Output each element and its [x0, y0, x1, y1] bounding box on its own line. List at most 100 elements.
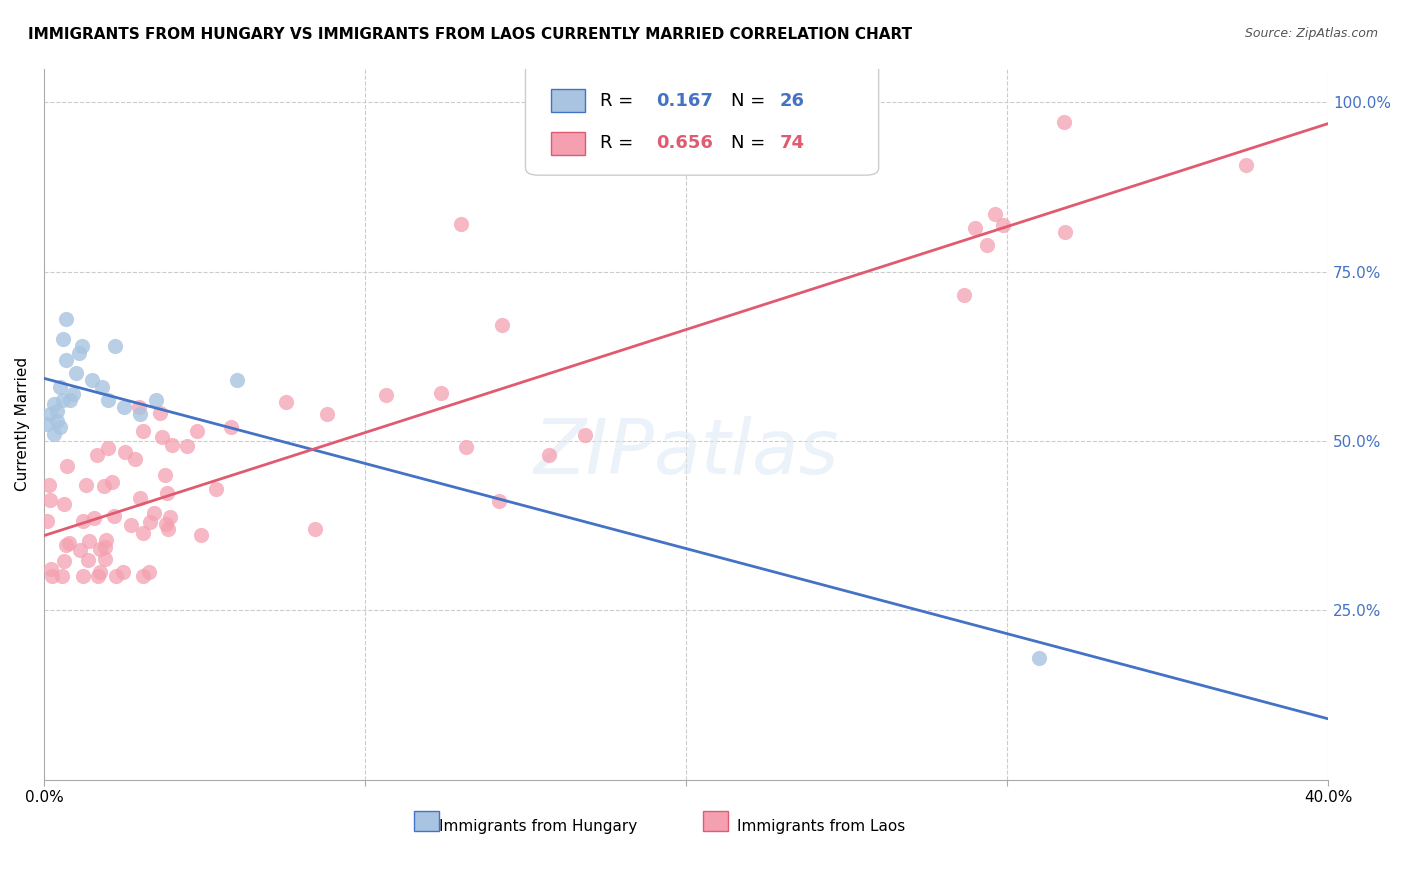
Bar: [551, 89, 585, 112]
Point: [67, 346, 90, 360]
Point: [128, 401, 150, 415]
Point: [94, 552, 117, 566]
Point: [77, 553, 100, 567]
Point: [456, 441, 478, 455]
Point: [120, 518, 142, 533]
Bar: [551, 132, 585, 154]
Text: N =: N =: [731, 134, 770, 153]
Point: [49, 420, 72, 434]
Point: [101, 475, 124, 489]
Point: [52, 333, 75, 347]
Text: R =: R =: [600, 92, 638, 110]
Point: [55, 538, 77, 552]
Point: [976, 237, 998, 252]
Point: [430, 385, 453, 400]
Point: [55, 312, 77, 326]
Point: [53, 554, 76, 568]
Point: [150, 430, 173, 444]
Point: [138, 565, 160, 579]
Point: [156, 523, 179, 537]
Text: 0.656: 0.656: [657, 134, 713, 153]
Point: [983, 206, 1005, 220]
Point: [89, 541, 111, 556]
Point: [111, 565, 134, 579]
Text: ZIPatlas: ZIPatlas: [533, 416, 839, 490]
Point: [58, 393, 80, 408]
Point: [1234, 158, 1257, 172]
Point: [1028, 650, 1050, 665]
Point: [55, 352, 77, 367]
Point: [450, 217, 472, 231]
Point: [176, 439, 198, 453]
Bar: [413, 811, 440, 830]
Point: [75, 477, 97, 491]
Text: 26: 26: [780, 92, 804, 110]
Point: [65, 366, 87, 380]
Point: [39, 562, 62, 576]
Point: [103, 508, 125, 523]
Point: [186, 424, 208, 438]
Point: [225, 373, 247, 387]
Point: [149, 406, 172, 420]
Point: [35, 417, 58, 431]
Point: [53, 496, 76, 510]
Point: [38, 492, 60, 507]
Point: [72, 515, 94, 529]
Point: [52, 393, 75, 408]
Point: [83, 510, 105, 524]
Point: [488, 494, 510, 508]
Point: [77, 533, 100, 548]
Point: [190, 528, 212, 542]
Point: [37, 514, 59, 528]
Point: [112, 400, 135, 414]
Point: [304, 522, 326, 536]
Point: [160, 438, 183, 452]
Point: [93, 479, 115, 493]
Point: [155, 517, 177, 532]
Point: [574, 428, 596, 442]
Point: [39, 407, 62, 421]
Point: [89, 566, 111, 580]
Text: Source: ZipAtlas.com: Source: ZipAtlas.com: [1244, 27, 1378, 40]
Point: [90, 380, 112, 394]
Point: [155, 467, 177, 482]
Point: [132, 424, 155, 438]
Text: R =: R =: [600, 134, 638, 153]
Point: [56, 459, 79, 474]
Point: [41, 569, 63, 583]
Point: [80, 373, 103, 387]
Point: [142, 506, 165, 520]
Text: Immigrants from Hungary: Immigrants from Hungary: [439, 819, 637, 834]
Point: [45, 403, 67, 417]
Point: [72, 339, 94, 353]
Point: [87, 569, 110, 583]
Point: [62, 386, 84, 401]
Point: [315, 407, 337, 421]
Point: [145, 393, 167, 408]
Point: [38, 478, 60, 492]
Text: N =: N =: [731, 92, 770, 110]
Point: [51, 569, 73, 583]
Point: [42, 427, 65, 442]
Point: [132, 525, 155, 540]
Point: [97, 393, 120, 408]
Point: [953, 288, 976, 302]
Point: [204, 482, 226, 496]
Point: [103, 339, 125, 353]
Y-axis label: Currently Married: Currently Married: [15, 357, 30, 491]
Point: [159, 510, 181, 524]
Point: [49, 380, 72, 394]
Bar: [703, 811, 728, 830]
Text: IMMIGRANTS FROM HUNGARY VS IMMIGRANTS FROM LAOS CURRENTLY MARRIED CORRELATION CH: IMMIGRANTS FROM HUNGARY VS IMMIGRANTS FR…: [28, 27, 912, 42]
Point: [105, 569, 128, 583]
Point: [69, 543, 91, 558]
Point: [132, 569, 155, 583]
Point: [991, 218, 1014, 232]
Point: [537, 448, 560, 462]
Point: [274, 394, 297, 409]
Point: [219, 420, 242, 434]
FancyBboxPatch shape: [526, 58, 879, 175]
Point: [1054, 225, 1077, 239]
Point: [94, 540, 117, 554]
Point: [45, 414, 67, 428]
